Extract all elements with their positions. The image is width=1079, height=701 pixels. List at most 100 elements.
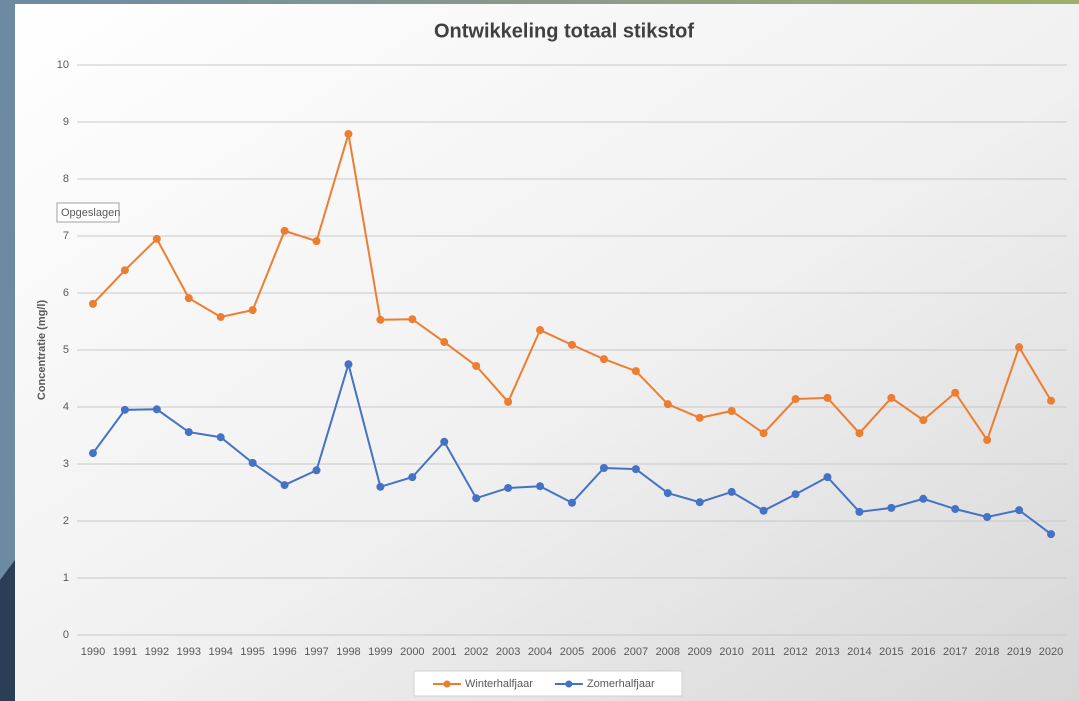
y-tick-label: 6	[63, 287, 69, 299]
data-point	[1015, 506, 1024, 515]
legend-marker	[565, 680, 573, 688]
data-point	[376, 482, 385, 491]
data-point	[408, 315, 417, 324]
data-point	[855, 429, 864, 438]
data-point	[184, 294, 193, 303]
data-point	[184, 428, 193, 437]
data-point	[663, 489, 672, 498]
data-point	[280, 481, 289, 490]
data-point	[344, 129, 353, 138]
data-point	[663, 400, 672, 409]
data-point	[472, 361, 481, 370]
data-point	[120, 266, 129, 275]
data-point	[120, 405, 129, 414]
data-point	[631, 367, 640, 376]
x-tick-label: 2017	[943, 646, 967, 658]
y-tick-label: 9	[63, 116, 69, 128]
plot: 0 1 2 3 4 5 6 7 8 9 10 1990 1991 1992 1993 1994 1995 1996…	[57, 59, 1067, 658]
x-tick-label: 2019	[1007, 646, 1031, 658]
x-tick-label: 1990	[81, 646, 105, 658]
data-point	[440, 437, 449, 446]
y-tick-label: 0	[63, 629, 69, 641]
x-tick-label: 2014	[847, 646, 871, 658]
data-point	[248, 458, 257, 467]
data-point	[855, 507, 864, 516]
data-point	[440, 338, 449, 347]
x-tick-label: 2008	[656, 646, 680, 658]
data-point	[951, 388, 960, 397]
y-tick-label: 4	[63, 401, 69, 413]
data-point	[216, 312, 225, 321]
data-point	[983, 513, 992, 522]
x-tick-label: 1992	[145, 646, 169, 658]
data-point	[216, 433, 225, 442]
data-point	[1015, 343, 1024, 352]
data-point	[1047, 530, 1056, 539]
y-tick-label: 2	[63, 515, 69, 527]
x-tick-label: 2007	[624, 646, 648, 658]
data-point	[695, 413, 704, 422]
y-axis-label: Concentratie (mg/l)	[36, 300, 48, 401]
chart-area	[15, 4, 1079, 701]
background-shape	[0, 560, 15, 701]
x-tick-label: 1994	[208, 646, 232, 658]
legend-item: Winterhalfjaar	[433, 678, 533, 690]
data-point	[248, 306, 257, 315]
x-tick-label: 2010	[719, 646, 743, 658]
x-tick-label: 2016	[911, 646, 935, 658]
x-tick-label: 2011	[752, 646, 776, 658]
data-point	[727, 406, 736, 415]
data-point	[568, 340, 576, 349]
data-point	[280, 226, 289, 235]
x-tick-label: 1995	[240, 646, 264, 658]
data-point	[536, 326, 545, 335]
data-point	[791, 395, 800, 404]
x-tick-label: 2012	[783, 646, 807, 658]
data-point	[312, 237, 321, 246]
data-point	[536, 482, 545, 491]
data-point	[599, 355, 608, 364]
tooltip: Opgeslagen	[61, 207, 120, 219]
x-tick-label: 1997	[304, 646, 328, 658]
x-tick-label: 1996	[272, 646, 296, 658]
legend-label: Winterhalfjaar	[465, 678, 533, 690]
data-point	[983, 436, 992, 445]
x-tick-label: 1999	[368, 646, 392, 658]
legend-item: Zomerhalfjaar	[554, 678, 655, 690]
data-point	[727, 487, 736, 496]
x-tick-label: 2004	[528, 646, 552, 658]
y-tick-label: 10	[57, 59, 69, 71]
data-point	[312, 466, 321, 475]
x-tick-label: 2020	[1039, 646, 1063, 658]
data-point	[152, 234, 161, 243]
x-tick-label: 2018	[975, 646, 999, 658]
x-tick-label: 2001	[432, 646, 456, 658]
tooltip-box	[56, 202, 120, 223]
data-point	[504, 397, 513, 406]
data-point	[759, 429, 768, 438]
data-point	[759, 506, 768, 515]
x-tick-label: 2006	[592, 646, 616, 658]
x-tick-label: 2013	[815, 646, 839, 658]
data-point	[599, 463, 608, 472]
y-tick-label: 5	[63, 344, 69, 356]
x-tick-label: 1993	[177, 646, 201, 658]
data-point	[887, 393, 896, 402]
legend-marker	[443, 680, 451, 688]
x-tick-label: 2009	[687, 646, 711, 658]
data-point	[472, 494, 481, 503]
y-tick-label: 1	[63, 572, 69, 584]
y-tick-label: 3	[63, 458, 69, 470]
data-point	[152, 405, 161, 414]
x-tick-label: 2000	[400, 646, 424, 658]
x-tick-label: 1991	[113, 646, 137, 658]
x-tick-label: 2005	[560, 646, 584, 658]
data-point	[376, 315, 385, 324]
chart-title: Ontwikkeling totaal stikstof	[434, 20, 694, 42]
legend-label: Zomerhalfjaar	[587, 678, 655, 690]
data-point	[823, 393, 832, 402]
data-point	[88, 299, 97, 308]
data-point	[1047, 396, 1056, 405]
x-tick-label: 2002	[464, 646, 488, 658]
